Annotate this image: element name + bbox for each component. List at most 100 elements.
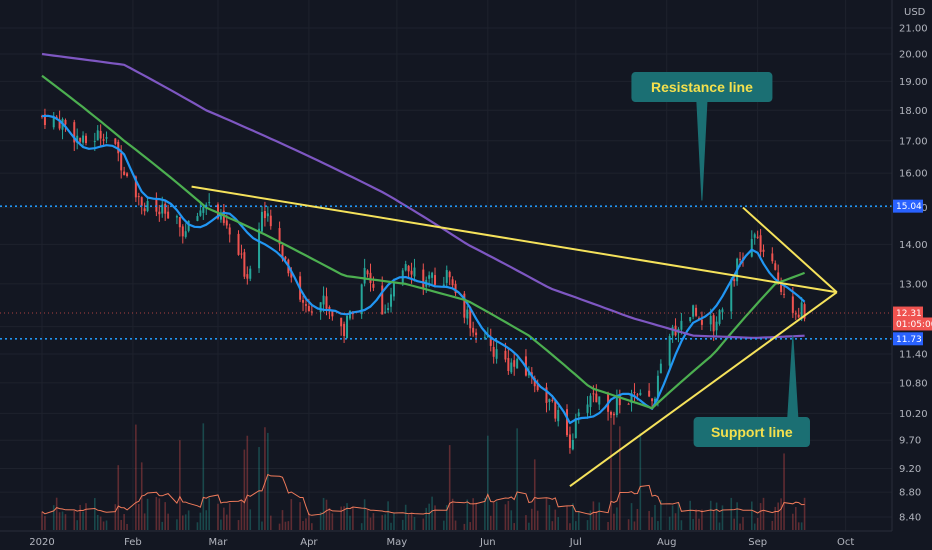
candle-body	[451, 279, 454, 286]
candle-body	[372, 284, 375, 288]
time-tick-label: Mar	[209, 537, 229, 548]
volume-bar	[677, 502, 680, 530]
volume-bar	[164, 502, 166, 530]
volume-bar	[712, 510, 715, 530]
volume-bar	[792, 513, 794, 530]
volume-bar	[199, 512, 202, 530]
volume-bar	[196, 522, 199, 530]
volume-bar	[79, 504, 81, 530]
candle-body	[167, 211, 170, 219]
volume-bar	[648, 510, 650, 530]
price-tag-box	[893, 306, 923, 320]
volume-bar	[366, 509, 369, 530]
volume-bar	[756, 517, 759, 530]
candle-body	[184, 231, 187, 237]
candle-body	[469, 307, 472, 329]
volume-bar	[780, 498, 782, 530]
volume-bar	[803, 497, 806, 530]
volume-bar	[566, 505, 568, 530]
candle-body	[199, 210, 202, 216]
moving-averages	[41, 52, 806, 425]
volume-bar	[689, 500, 691, 530]
volume-bar	[44, 516, 46, 530]
candle-body	[709, 316, 712, 325]
candle-body	[404, 264, 407, 271]
volume-bar	[123, 514, 125, 530]
candle-body	[431, 272, 434, 278]
candle-body	[117, 141, 120, 154]
volume-bar	[126, 523, 128, 530]
candle-body	[143, 208, 146, 212]
volume-bar	[554, 509, 557, 530]
candle-body	[536, 383, 539, 390]
time-tick-label: Aug	[657, 537, 677, 548]
volume-bar	[105, 520, 108, 530]
candle-body	[178, 217, 181, 228]
volume-bar	[639, 433, 642, 530]
candle-body	[651, 398, 654, 402]
volume-bar	[451, 498, 454, 530]
candle-body	[516, 358, 519, 369]
candle-body	[243, 252, 246, 277]
volume-bar	[302, 521, 304, 530]
candle-body	[648, 390, 651, 397]
volume-bar	[264, 427, 266, 530]
candle-body	[307, 306, 310, 312]
time-tick-label: May	[387, 537, 408, 548]
volume-bar	[739, 523, 741, 530]
candle-body	[753, 234, 756, 238]
volume-bar	[774, 506, 777, 530]
volume-bar	[240, 499, 243, 530]
volume-bar	[759, 503, 762, 530]
volume-bar	[102, 521, 105, 530]
candle-body	[237, 233, 240, 255]
candle-body	[689, 317, 692, 321]
price-tag-label: 01:05:00	[896, 320, 932, 330]
volume-bar	[507, 500, 510, 530]
volume-bar	[671, 505, 674, 530]
candle-body	[164, 203, 167, 214]
time-tick-label: Feb	[124, 537, 142, 548]
volume-bar	[475, 502, 477, 530]
volume-bar	[753, 523, 756, 530]
candle-body	[577, 412, 580, 417]
volume-bar	[340, 506, 342, 530]
time-axis[interactable]: 2020 Feb Mar Apr May Jun Jul Aug Sep Oct	[29, 537, 854, 548]
volume-bar	[489, 515, 492, 530]
candle-body	[263, 211, 266, 219]
volume-bar	[794, 507, 797, 530]
volume-bar	[633, 521, 636, 530]
candle-body	[653, 398, 656, 403]
price-tick-label: 16.00	[899, 169, 928, 180]
volume-bar	[55, 497, 58, 530]
volume-bar	[525, 515, 527, 530]
volume-bar	[598, 502, 601, 530]
candle-body	[96, 130, 99, 141]
volume-bar	[592, 501, 595, 530]
volume-bar	[225, 514, 228, 530]
candle-body	[363, 267, 366, 284]
volume-bar	[381, 515, 384, 530]
resistance-callout: Resistance line	[631, 72, 773, 201]
candle-body	[102, 139, 105, 141]
candle-body	[466, 309, 469, 319]
candle-body	[319, 302, 322, 313]
volume-bar	[319, 511, 322, 530]
volume-bar	[287, 521, 290, 530]
volume-bar	[217, 503, 219, 530]
candle-body	[571, 439, 574, 450]
volume-bar	[674, 513, 677, 530]
volume-bar	[557, 517, 560, 530]
price-tick-label: 8.80	[899, 488, 921, 499]
volume-bar	[495, 501, 498, 530]
volume-bar	[516, 428, 518, 530]
candle-body	[434, 275, 437, 285]
volume-bar	[469, 522, 472, 530]
price-tick-label: 21.00	[899, 24, 928, 35]
candle-body	[492, 346, 495, 357]
candle-body	[304, 304, 307, 306]
volume-bar	[434, 505, 436, 530]
